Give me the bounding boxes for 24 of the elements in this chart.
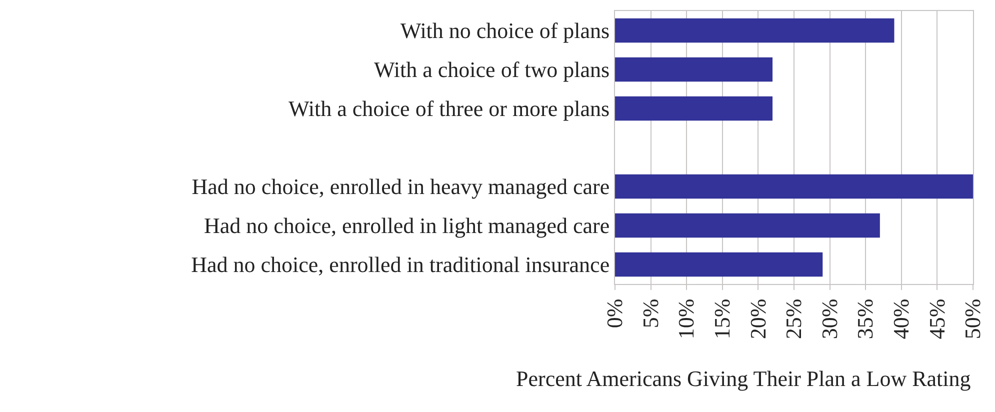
y-tick-label: With a choice of two plans xyxy=(374,57,610,82)
bar xyxy=(615,96,773,121)
y-tick-label: Had no choice, enrolled in light managed care xyxy=(204,213,610,238)
y-tick-label: With a choice of three or more plans xyxy=(288,96,610,122)
bar xyxy=(615,18,894,43)
x-tick-label: 15% xyxy=(710,298,735,340)
bar xyxy=(615,252,823,277)
bar xyxy=(615,174,973,199)
x-tick-label: 50% xyxy=(960,298,986,340)
x-tick-label: 0% xyxy=(602,298,628,328)
x-tick-label: 35% xyxy=(852,298,878,340)
x-tick-label: 10% xyxy=(674,298,699,340)
bar xyxy=(615,57,773,82)
bar xyxy=(615,213,880,238)
y-tick-label: Had no choice, enrolled in traditional insurance xyxy=(191,252,610,278)
x-tick-label: 5% xyxy=(638,298,663,328)
x-axis-title: Percent Americans Giving Their Plan a Low Rating xyxy=(516,366,971,391)
x-tick-label: 45% xyxy=(924,298,950,340)
x-tick-label: 30% xyxy=(816,298,842,340)
y-tick-label: Had no choice, enrolled in heavy managed care xyxy=(192,174,610,200)
x-tick-label: 25% xyxy=(781,298,806,340)
y-tick-label: With no choice of plans xyxy=(400,18,610,44)
x-tick-label: 40% xyxy=(888,298,914,340)
x-tick-label: 20% xyxy=(745,298,770,340)
